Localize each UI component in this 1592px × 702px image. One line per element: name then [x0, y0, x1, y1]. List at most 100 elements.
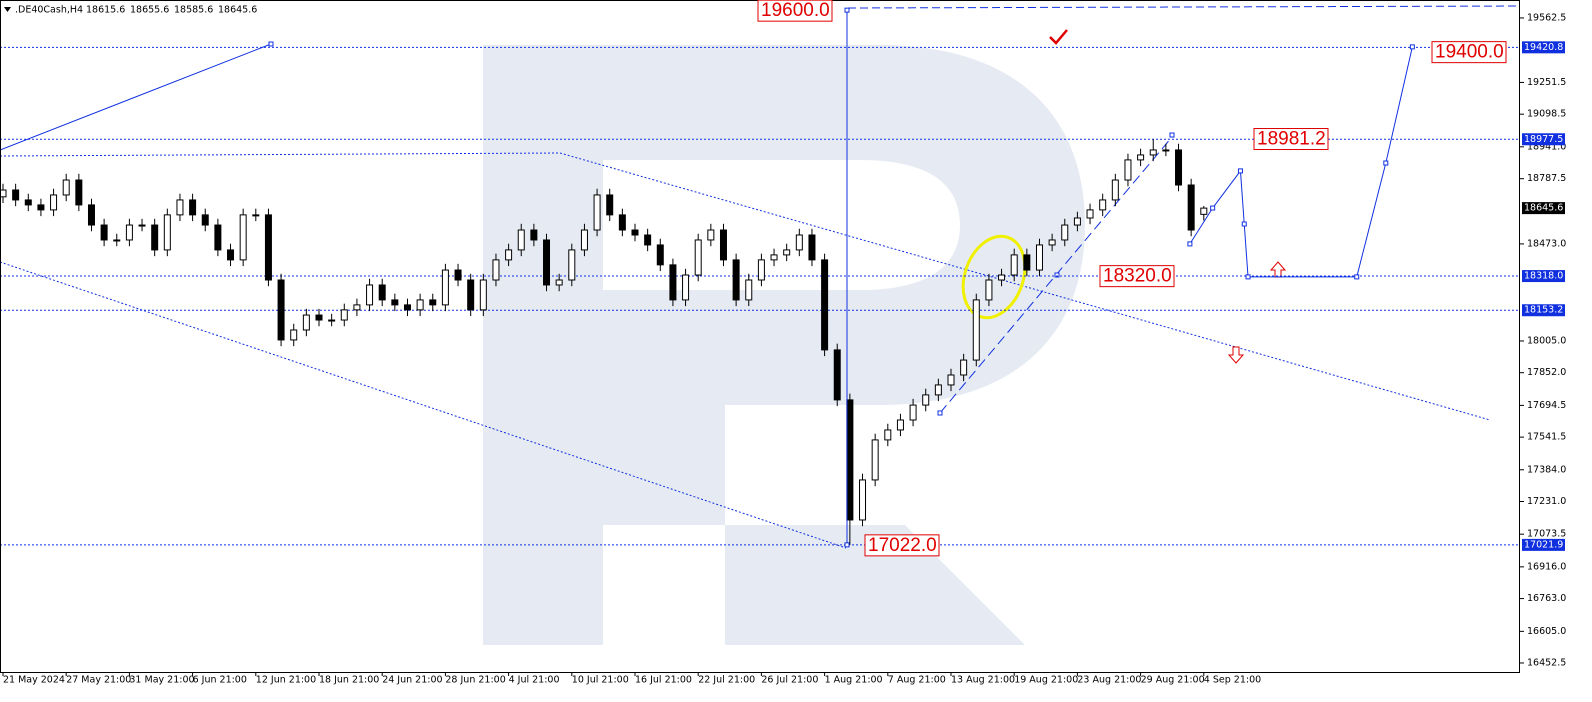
candle-body: [808, 234, 816, 261]
forecast-point: [1354, 274, 1360, 280]
annotation: 18320.0: [1103, 266, 1172, 287]
candle-body: [1187, 184, 1195, 231]
x-tick-label: 27 May 21:00: [66, 675, 131, 686]
range-end: [844, 542, 850, 548]
y-tick-label: 17231.0: [1527, 496, 1566, 507]
drawings: [0, 5, 1521, 549]
candle-body: [252, 214, 260, 217]
y-tick-label: 17541.5: [1527, 432, 1566, 443]
level-tag: [1522, 133, 1565, 146]
candle-body: [366, 284, 374, 306]
x-tick-label: 1 Aug 21:00: [825, 675, 883, 686]
candle-body: [972, 299, 980, 361]
x-tick-label: 18 Jun 21:00: [319, 675, 379, 686]
y-tick-label: 16916.0: [1527, 561, 1566, 572]
candle-body: [745, 279, 753, 301]
ohlc-low: 18585.6: [174, 5, 213, 16]
candle-body: [1023, 254, 1031, 271]
y-tick-label: 16452.5: [1527, 657, 1566, 668]
forecast-point: [1241, 221, 1247, 227]
candle-body: [505, 249, 513, 261]
candle-body: [50, 194, 58, 211]
candle-body: [1200, 207, 1208, 215]
watermark: [483, 45, 1085, 645]
annotation-box: [1431, 41, 1507, 64]
x-tick-label: 7 Aug 21:00: [888, 675, 946, 686]
ohlc-open: 18615.6: [86, 5, 125, 16]
candle-body: [568, 249, 576, 281]
candle-body: [315, 314, 323, 321]
candle-body: [555, 279, 563, 286]
candle-body: [960, 359, 968, 376]
annotation: 19400.0: [1435, 42, 1504, 63]
candle-body: [403, 304, 411, 311]
price-tag: [1522, 202, 1565, 215]
y-tick-label: 17852.0: [1527, 367, 1566, 378]
forecast-point: [1237, 168, 1243, 174]
forecast-point: [1210, 205, 1216, 211]
candle-body: [846, 399, 854, 521]
y-tick-label: 17073.5: [1527, 529, 1566, 540]
candle-body: [947, 374, 955, 386]
candle-body: [138, 224, 146, 227]
x-tick-label: 21 May 2024: [3, 675, 65, 686]
range-end: [844, 7, 850, 13]
candle-body: [467, 279, 475, 311]
candle-body: [214, 224, 222, 251]
arrow-down: [1227, 346, 1245, 364]
candle-body: [1061, 224, 1069, 241]
candle-body: [770, 254, 778, 261]
x-tick-label: 13 Aug 21:00: [951, 675, 1015, 686]
forecast-point: [1383, 160, 1389, 166]
forecast-point: [1245, 274, 1251, 280]
candle-body: [669, 264, 677, 301]
y-tick-label: 18005.0: [1527, 335, 1566, 346]
candle-body: [1149, 149, 1157, 156]
candle-body: [871, 439, 879, 481]
annotation-box: [1099, 265, 1175, 288]
x-tick-label: 31 May 21:00: [129, 675, 194, 686]
y-tick-label: 16605.0: [1527, 626, 1566, 637]
candle-body: [644, 234, 652, 246]
y-tick-label: 19098.5: [1527, 109, 1566, 120]
candle-body: [631, 229, 639, 236]
candle-body: [1175, 149, 1183, 186]
candle-body: [795, 234, 803, 251]
candle-body: [593, 194, 601, 231]
candle-body: [290, 329, 298, 341]
candle-body: [606, 194, 614, 216]
candle-body: [543, 239, 551, 286]
candle-body: [1137, 154, 1145, 161]
candle-body: [1162, 149, 1170, 152]
candle-body: [1099, 199, 1107, 211]
candle-body: [12, 189, 20, 201]
candle-body: [821, 259, 829, 351]
y-tick-label: 18941.0: [1527, 141, 1566, 152]
x-tick-label: 4 Sep 21:00: [1204, 675, 1261, 686]
candle-body: [75, 179, 83, 206]
candle-body: [909, 404, 917, 421]
candle-body: [656, 244, 664, 266]
x-tick-label: 12 Jun 21:00: [256, 675, 316, 686]
candle-body: [998, 274, 1006, 281]
candle-body: [429, 299, 437, 306]
candle-body: [1124, 159, 1132, 181]
candle-body: [517, 229, 525, 251]
candle-body: [100, 224, 108, 241]
candle-body: [934, 384, 942, 396]
y-tick-label: 16763.0: [1527, 593, 1566, 604]
check-mark: [1049, 29, 1068, 45]
symbol: .DE40Cash,H4: [15, 5, 83, 16]
candle-body: [0, 189, 7, 198]
candle-body: [618, 214, 626, 231]
candle-body: [492, 259, 500, 281]
x-tick-label: 10 Jul 21:00: [572, 675, 629, 686]
candle-body: [783, 249, 791, 256]
level-label: 18318.0: [1524, 271, 1563, 282]
ohlc-close: 18645.6: [218, 5, 257, 16]
candle-body: [694, 239, 702, 276]
candle-body: [353, 304, 361, 311]
candle-body: [530, 229, 538, 241]
y-tick-label: 18787.5: [1527, 173, 1566, 184]
